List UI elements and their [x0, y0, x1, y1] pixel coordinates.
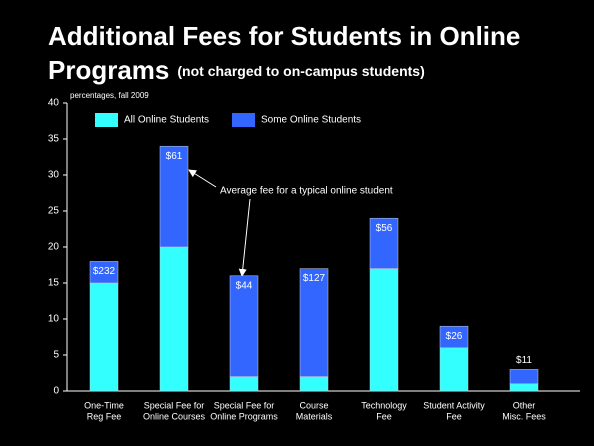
y-tick-label: 35	[48, 134, 60, 145]
legend-label: Some Online Students	[261, 115, 361, 126]
y-tick-label: 30	[48, 170, 60, 181]
y-tick-label: 5	[53, 350, 59, 361]
y-tick-label: 40	[48, 98, 60, 109]
bar-segment	[159, 145, 189, 248]
legend-swatch	[95, 113, 118, 127]
y-tick-label: 15	[48, 278, 60, 289]
x-tick-label: One-Time	[84, 400, 124, 410]
x-tick-label: Misc. Fees	[502, 411, 546, 421]
x-tick-label: Technology	[361, 400, 407, 410]
x-tick-label: Online Programs	[210, 411, 278, 421]
annotation: Average fee for a typical online student	[220, 186, 393, 197]
bar-segment	[299, 376, 329, 392]
legend-swatch	[232, 113, 255, 127]
fee-label: $232	[93, 266, 116, 277]
chart-title: Programs	[48, 55, 169, 85]
bar-segment	[89, 261, 119, 284]
bar-segment	[299, 268, 329, 377]
chart-subtitle: (not charged to on-campus students)	[177, 63, 424, 79]
x-tick-label: Other	[513, 400, 536, 410]
bar-segment	[229, 275, 259, 377]
annotation-arrow	[188, 169, 217, 188]
y-tick-label: 25	[48, 206, 60, 217]
axis-note: percentages, fall 2009	[70, 91, 149, 100]
fee-label: $56	[376, 223, 393, 234]
fee-label: $127	[303, 273, 326, 284]
y-tick-label: 10	[48, 314, 60, 325]
bar-segment	[89, 282, 119, 392]
chart-title: Programs (not charged to on-campus studen…	[48, 55, 425, 85]
bar-segment	[509, 369, 539, 385]
x-tick-label: Fee	[446, 411, 462, 421]
bar-segment	[439, 347, 469, 392]
x-tick-label: Special Fee for	[214, 400, 275, 410]
x-tick-label: Fee	[376, 411, 392, 421]
fee-label: $61	[166, 151, 183, 162]
y-tick-label: 0	[53, 386, 59, 397]
bar-segment	[439, 325, 469, 349]
x-tick-label: Reg Fee	[87, 411, 122, 421]
bar-segment	[159, 246, 189, 392]
bar-segment	[229, 376, 259, 392]
y-tick-label: 20	[48, 242, 60, 253]
bar-segment	[369, 268, 399, 392]
x-tick-label: Special Fee for	[144, 400, 205, 410]
annotation-arrow	[238, 198, 251, 277]
chart-title: Additional Fees for Students in Online	[48, 21, 520, 51]
x-tick-label: Course	[299, 400, 328, 410]
x-tick-label: Student Activity	[423, 400, 485, 410]
legend-label: All Online Students	[124, 115, 209, 126]
x-tick-label: Online Courses	[143, 411, 206, 421]
fee-label: $44	[236, 280, 253, 291]
x-tick-label: Materials	[296, 411, 333, 421]
bar-segment	[369, 217, 399, 269]
bar-segment	[509, 383, 539, 392]
fee-label: $11	[516, 355, 532, 366]
fee-label: $26	[446, 331, 463, 342]
